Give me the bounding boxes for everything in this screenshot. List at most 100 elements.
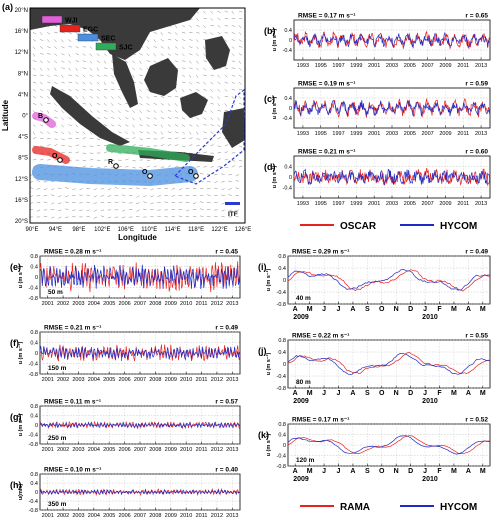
- current-vector: [167, 124, 171, 127]
- x-tick-label: O: [379, 390, 385, 397]
- current-vector: [103, 60, 107, 64]
- current-vector: [82, 159, 87, 162]
- current-vector: [160, 131, 163, 135]
- x-tick-label: 2010: [180, 447, 192, 453]
- current-vector: [181, 46, 185, 50]
- current-vector: [214, 216, 218, 218]
- current-vector: [132, 144, 136, 147]
- current-vector: [146, 110, 150, 112]
- x-tick-label: 2010: [180, 301, 192, 307]
- current-vector: [68, 60, 72, 64]
- current-vector: [224, 74, 228, 78]
- legend-swatch: [95, 42, 117, 51]
- y-tick-label: -0.4: [29, 286, 38, 292]
- current-vector: [82, 103, 87, 105]
- current-vector: [93, 216, 97, 219]
- latitude-tick-label: 8°S: [18, 156, 28, 162]
- y-tick-label: 0: [289, 175, 292, 181]
- current-vector: [214, 181, 218, 183]
- current-vector: [189, 60, 192, 64]
- current-vector: [132, 131, 135, 135]
- panel-label: (c): [264, 94, 275, 104]
- current-vector: [203, 96, 207, 99]
- current-vector: [121, 216, 126, 219]
- current-vector: [100, 209, 105, 212]
- current-vector: [167, 39, 172, 41]
- x-tick-label: 2009: [165, 513, 177, 519]
- y-axis-label: u (m s⁻¹): [271, 28, 278, 51]
- current-vector: [178, 188, 183, 191]
- current-vector: [75, 88, 79, 92]
- current-vector: [217, 137, 221, 139]
- current-vector: [61, 117, 64, 121]
- current-vector: [146, 131, 150, 134]
- current-vector: [40, 74, 44, 76]
- current-vector: [150, 209, 154, 210]
- current-vector: [231, 60, 236, 63]
- current-vector: [228, 174, 232, 176]
- current-vector: [61, 74, 64, 78]
- current-vector: [160, 117, 165, 119]
- current-vector: [174, 131, 179, 134]
- current-vector: [217, 81, 221, 85]
- current-vector: [89, 96, 93, 99]
- x-tick-label: 2005: [404, 131, 416, 137]
- current-vector: [75, 74, 79, 77]
- panel-label: (h): [10, 480, 22, 490]
- year-label: 2010: [422, 398, 438, 405]
- current-vector: [54, 103, 57, 106]
- y-tick-label: 0.8: [30, 254, 38, 260]
- current-vector: [150, 202, 154, 205]
- x-tick-label: 2007: [134, 377, 146, 383]
- current-vector: [196, 131, 199, 135]
- current-vector: [200, 172, 204, 175]
- x-tick-label: 2008: [149, 447, 161, 453]
- x-tick-label: M: [480, 468, 486, 475]
- current-vector: [32, 81, 37, 84]
- current-vector: [224, 17, 229, 19]
- x-tick-label: 2005: [103, 513, 115, 519]
- current-vector: [103, 110, 108, 112]
- current-vector: [47, 81, 51, 84]
- current-vector: [72, 209, 76, 211]
- current-vector: [96, 144, 101, 147]
- current-vector: [217, 25, 221, 28]
- x-tick-label: 2007: [134, 447, 146, 453]
- y-axis-label: u (m s⁻¹): [265, 268, 272, 291]
- y-tick-label: -0.4: [29, 433, 38, 439]
- x-tick-label: 2011: [196, 513, 208, 519]
- y-tick-label: 0.8: [278, 338, 286, 344]
- current-vector: [103, 96, 107, 99]
- current-vector: [203, 124, 207, 126]
- current-vector: [164, 201, 168, 203]
- current-vector: [54, 60, 58, 64]
- current-vector: [231, 10, 234, 15]
- current-vector: [192, 202, 197, 204]
- x-tick-label: 2001: [368, 201, 380, 207]
- current-vector: [146, 39, 150, 43]
- x-tick-label: A: [293, 306, 298, 313]
- latitude-tick-label: 4°S: [18, 135, 28, 141]
- correlation-label: r = 0.60: [465, 149, 488, 156]
- current-vector: [61, 152, 65, 154]
- current-vector: [224, 10, 229, 13]
- latitude-tick-label: 20°N: [15, 8, 28, 14]
- current-vector: [196, 117, 200, 120]
- current-vector: [61, 60, 65, 63]
- current-vector: [114, 187, 119, 189]
- current-vector: [238, 10, 243, 13]
- current-vector: [118, 124, 122, 127]
- current-vector: [89, 67, 93, 71]
- y-tick-label: 0.4: [284, 165, 292, 171]
- current-vector: [86, 215, 90, 218]
- current-vector: [40, 96, 44, 99]
- depth-label: 80 m: [296, 379, 311, 386]
- mooring-label: B: [38, 113, 43, 120]
- panel-label: (a): [2, 2, 13, 12]
- current-vector: [174, 124, 179, 127]
- current-vector: [65, 201, 69, 203]
- current-vector: [139, 144, 143, 147]
- current-vector: [210, 131, 214, 134]
- current-vector: [139, 103, 143, 106]
